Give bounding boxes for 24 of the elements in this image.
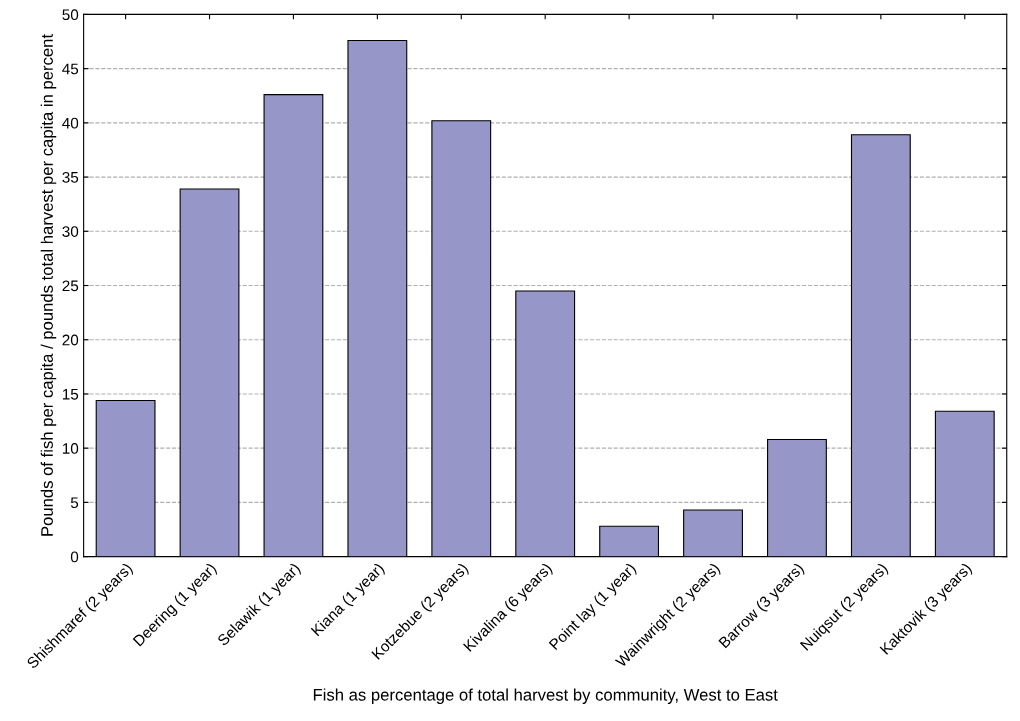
- bar: [95, 399, 156, 557]
- y-tick-label: 20: [62, 334, 79, 346]
- bar: [347, 39, 408, 557]
- y-tick-label: 50: [62, 9, 79, 21]
- y-tick-label: 5: [70, 497, 79, 509]
- y-tick-label: 25: [62, 280, 79, 292]
- bar: [850, 134, 911, 557]
- bar: [599, 525, 660, 557]
- bar: [767, 438, 827, 557]
- bar: [179, 188, 240, 557]
- y-tick-label: 35: [62, 171, 79, 183]
- bar: [431, 120, 492, 557]
- bar: [515, 290, 576, 557]
- y-tick-label: 45: [62, 63, 79, 75]
- bar: [683, 509, 743, 557]
- y-tick-label: 10: [62, 443, 79, 454]
- y-tick-label: 0: [70, 551, 79, 563]
- bar: [263, 94, 324, 557]
- bar: [934, 410, 995, 557]
- y-tick-label: 40: [62, 117, 79, 129]
- y-tick-label: 15: [62, 388, 79, 400]
- x-axis-title: Fish as percentage of total harvest by community, West to East: [313, 688, 778, 704]
- y-axis-title: Pounds of fish per capita / pounds total harvest per capita in percent: [40, 34, 57, 536]
- y-tick-label: 30: [62, 226, 79, 237]
